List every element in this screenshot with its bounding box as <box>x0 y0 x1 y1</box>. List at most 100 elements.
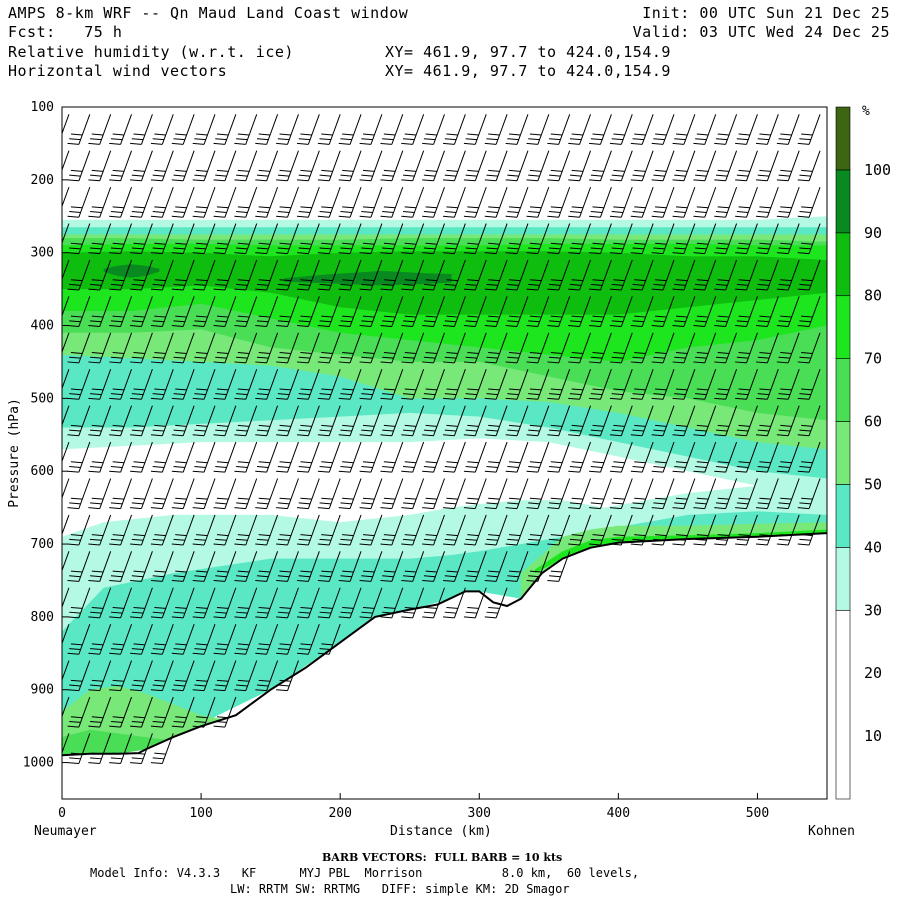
wind-barb-8-11 <box>213 514 237 546</box>
wind-barb-23-7 <box>526 369 550 400</box>
wind-barb-0-7 <box>62 369 70 390</box>
wind-barb-25-7 <box>568 369 592 400</box>
wind-barb-28-4 <box>630 259 654 291</box>
wind-barb-12-14 <box>296 624 320 655</box>
wind-barb-1-1 <box>67 150 91 182</box>
colorbar-tick-100: 100 <box>864 161 891 179</box>
wind-barb-7-7 <box>192 369 216 400</box>
wind-barb-6-6 <box>171 332 195 364</box>
y-tick-1000: 1000 <box>23 756 54 771</box>
wind-barb-8-10 <box>213 478 237 510</box>
colorbar-bin-4 <box>835 358 851 422</box>
colorbar-bin-2 <box>835 484 851 548</box>
wind-barb-7-1 <box>192 150 216 182</box>
wind-barb-6-7 <box>171 369 195 400</box>
wind-barb-36-8 <box>797 405 821 437</box>
wind-barb-0-1 <box>62 150 70 172</box>
wind-barb-32-0 <box>714 114 738 145</box>
wind-barb-5-1 <box>150 150 174 182</box>
wind-barb-35-2 <box>776 186 800 218</box>
wind-barb-26-10 <box>589 478 612 510</box>
header-xy-field: XY= 461.9, 97.7 to 424.0,154.9 <box>385 43 671 61</box>
wind-barb-18-4 <box>422 259 445 291</box>
wind-barb-34-2 <box>755 186 779 218</box>
wind-barb-10-3 <box>255 223 279 255</box>
wind-barb-4-9 <box>130 441 153 473</box>
wind-barb-23-0 <box>526 114 550 145</box>
wind-barb-11-8 <box>276 405 299 437</box>
wind-barb-36-9 <box>797 441 821 473</box>
wind-barb-11-9 <box>276 441 299 473</box>
wind-barb-18-3 <box>422 223 445 255</box>
wind-barb-27-11 <box>609 514 633 546</box>
wind-barb-20-10 <box>463 478 487 510</box>
wind-barb-6-14 <box>171 624 195 655</box>
wind-barb-15-6 <box>359 332 383 364</box>
wind-barb-2-9 <box>88 441 112 473</box>
wind-barb-20-2 <box>463 186 487 218</box>
wind-barb-20-13 <box>463 587 487 619</box>
colorbar-tick-70: 70 <box>864 350 882 368</box>
wind-barb-16-3 <box>380 223 404 255</box>
wind-barb-13-9 <box>317 441 341 473</box>
wind-barb-34-1 <box>755 150 779 182</box>
wind-barb-9-8 <box>234 405 258 437</box>
wind-barb-12-2 <box>296 186 320 218</box>
wind-barb-1-13 <box>67 587 91 619</box>
wind-barb-9-2 <box>234 186 258 218</box>
wind-barb-4-5 <box>130 296 153 327</box>
wind-barb-10-1 <box>255 150 279 182</box>
wind-barb-27-7 <box>609 369 633 400</box>
x-axis-label: Distance (km) <box>390 824 492 839</box>
wind-barb-19-3 <box>443 223 466 255</box>
wind-barb-19-0 <box>443 114 466 145</box>
wind-barb-13-11 <box>317 514 341 546</box>
wind-barb-3-10 <box>109 478 133 510</box>
y-tick-100: 100 <box>31 100 54 115</box>
wind-barb-4-8 <box>130 405 153 437</box>
wind-barb-27-3 <box>609 223 633 255</box>
wind-barb-22-4 <box>505 259 529 291</box>
rh-band-14 <box>534 529 827 574</box>
x-tick-0: 0 <box>58 806 66 821</box>
wind-barb-2-6 <box>88 332 112 364</box>
rh-band-6 <box>103 264 160 278</box>
header-forecast: Fcst: 75 h <box>8 23 123 41</box>
wind-barb-27-4 <box>609 259 633 291</box>
colorbar-bin-5 <box>835 295 851 359</box>
wind-barb-3-12 <box>109 551 133 582</box>
wind-barb-29-3 <box>651 223 675 255</box>
wind-barb-28-7 <box>630 369 654 400</box>
wind-barb-7-14 <box>192 624 216 655</box>
wind-barb-32-5 <box>714 296 738 327</box>
wind-barb-19-4 <box>443 259 466 291</box>
wind-barb-26-4 <box>589 259 612 291</box>
wind-barb-22-1 <box>505 150 529 182</box>
wind-barb-21-9 <box>484 441 508 473</box>
wind-barb-11-13 <box>276 587 299 619</box>
wind-barb-3-0 <box>109 114 133 145</box>
wind-barb-33-8 <box>735 405 758 437</box>
wind-barb-18-13 <box>422 587 445 619</box>
wind-barb-12-7 <box>296 369 320 400</box>
wind-barb-17-3 <box>401 223 425 255</box>
wind-barb-10-8 <box>255 405 279 437</box>
wind-barb-18-0 <box>422 114 445 145</box>
wind-barb-7-5 <box>192 296 216 327</box>
wind-barb-26-9 <box>589 441 612 473</box>
wind-barb-20-9 <box>463 441 487 473</box>
wind-barb-11-0 <box>276 114 299 145</box>
wind-barb-8-2 <box>213 186 237 218</box>
wind-barb-23-8 <box>526 405 550 437</box>
wind-barb-32-9 <box>714 441 738 473</box>
wind-barb-34-0 <box>755 114 779 145</box>
wind-barb-26-6 <box>589 332 612 364</box>
wind-barb-28-3 <box>630 223 654 255</box>
wind-barb-5-16 <box>150 696 174 728</box>
wind-barb-21-10 <box>484 478 508 510</box>
wind-barb-17-13 <box>401 587 425 619</box>
wind-barb-13-13 <box>317 587 341 619</box>
wind-barb-11-11 <box>276 514 299 546</box>
wind-barb-19-1 <box>443 150 466 182</box>
colorbar-tick-30: 30 <box>864 601 882 619</box>
